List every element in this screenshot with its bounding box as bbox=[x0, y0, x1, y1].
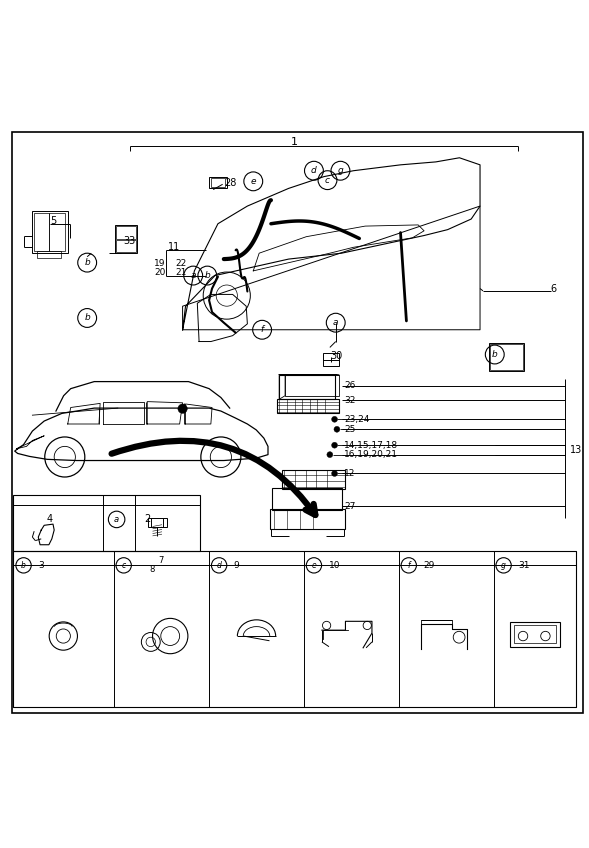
Bar bbox=[279, 375, 335, 399]
Circle shape bbox=[334, 427, 340, 432]
Bar bbox=[490, 344, 523, 370]
Bar bbox=[277, 399, 339, 413]
Text: 1: 1 bbox=[291, 137, 298, 148]
Text: b: b bbox=[21, 561, 26, 570]
Text: 31: 31 bbox=[518, 561, 530, 570]
Text: b: b bbox=[492, 350, 498, 359]
Text: 12: 12 bbox=[344, 469, 355, 478]
Bar bbox=[211, 178, 225, 187]
Bar bbox=[514, 626, 556, 643]
Text: 20: 20 bbox=[154, 267, 166, 276]
Text: f: f bbox=[260, 326, 264, 334]
Text: 23,24: 23,24 bbox=[344, 415, 369, 424]
Bar bbox=[115, 225, 137, 254]
Text: 33: 33 bbox=[124, 237, 136, 247]
Text: 29: 29 bbox=[423, 561, 435, 570]
Bar bbox=[49, 213, 65, 251]
Text: 5: 5 bbox=[50, 215, 57, 226]
Bar bbox=[323, 354, 339, 366]
Bar bbox=[13, 494, 200, 550]
Text: g: g bbox=[337, 166, 343, 176]
Bar bbox=[422, 620, 452, 624]
Text: e: e bbox=[312, 561, 316, 570]
Bar bbox=[282, 470, 345, 488]
Text: 25: 25 bbox=[344, 425, 355, 434]
Text: c: c bbox=[325, 176, 330, 185]
Text: a: a bbox=[190, 271, 196, 280]
Bar bbox=[489, 343, 524, 371]
Circle shape bbox=[332, 416, 337, 422]
Text: 19: 19 bbox=[154, 259, 166, 268]
Text: 4: 4 bbox=[47, 515, 53, 524]
Text: 32: 32 bbox=[344, 396, 355, 405]
Text: d: d bbox=[217, 561, 221, 570]
Text: 7: 7 bbox=[158, 556, 163, 565]
Text: g: g bbox=[501, 561, 506, 570]
Bar bbox=[148, 517, 167, 527]
Text: 13: 13 bbox=[570, 445, 583, 455]
Text: b: b bbox=[84, 314, 90, 322]
Text: 11: 11 bbox=[168, 243, 180, 253]
Text: b: b bbox=[84, 258, 90, 267]
Bar bbox=[34, 213, 49, 251]
Text: e: e bbox=[250, 177, 256, 186]
Circle shape bbox=[332, 471, 337, 477]
Text: 26: 26 bbox=[344, 382, 355, 390]
Text: 28: 28 bbox=[224, 177, 236, 187]
Text: 9: 9 bbox=[234, 561, 240, 570]
Text: 6: 6 bbox=[551, 283, 557, 293]
Circle shape bbox=[327, 452, 333, 458]
Text: a: a bbox=[333, 318, 339, 327]
Text: d: d bbox=[311, 166, 317, 176]
Text: 14,15,17,18: 14,15,17,18 bbox=[344, 441, 398, 449]
Bar bbox=[272, 488, 342, 510]
Text: 30: 30 bbox=[330, 351, 342, 361]
Text: 10: 10 bbox=[329, 561, 340, 570]
Text: 2: 2 bbox=[144, 515, 150, 524]
Bar bbox=[13, 550, 576, 706]
Bar bbox=[209, 176, 227, 188]
Bar bbox=[116, 226, 136, 239]
Bar bbox=[32, 211, 68, 254]
Text: b: b bbox=[204, 271, 210, 280]
Text: 21: 21 bbox=[176, 267, 187, 276]
Circle shape bbox=[332, 443, 337, 448]
Text: c: c bbox=[121, 561, 126, 570]
Text: 22: 22 bbox=[176, 259, 187, 268]
Text: f: f bbox=[408, 561, 410, 570]
Text: 16,19,20,21: 16,19,20,21 bbox=[344, 450, 398, 459]
Bar bbox=[116, 240, 136, 252]
Text: a: a bbox=[114, 515, 119, 524]
Text: 27: 27 bbox=[344, 502, 355, 511]
Bar bbox=[270, 509, 345, 529]
Bar bbox=[37, 251, 61, 258]
Text: 8: 8 bbox=[149, 565, 154, 574]
Bar bbox=[285, 375, 339, 396]
Bar bbox=[510, 622, 560, 647]
Text: 3: 3 bbox=[38, 561, 44, 570]
Circle shape bbox=[178, 404, 187, 413]
